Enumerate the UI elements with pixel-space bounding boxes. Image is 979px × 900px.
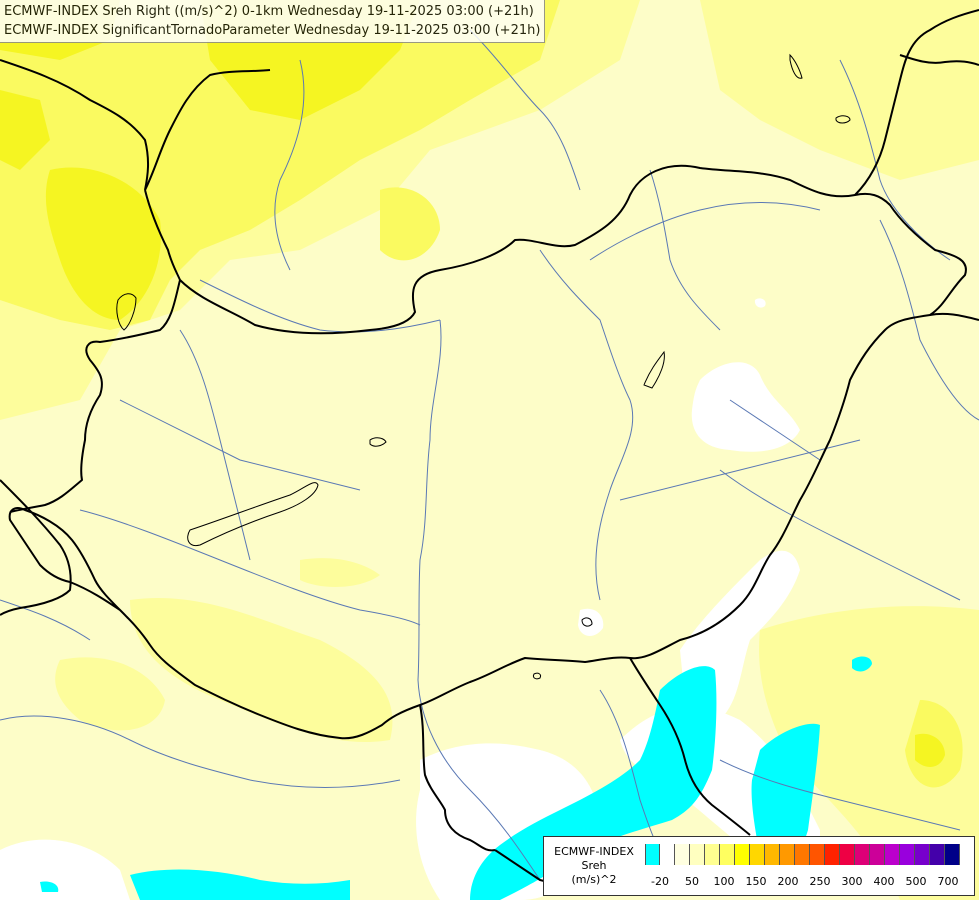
legend-swatch — [900, 844, 915, 865]
legend-swatch — [840, 844, 855, 865]
legend-swatch — [675, 844, 690, 865]
legend-title-unit: (m/s)^2 — [571, 873, 617, 886]
legend-swatch — [795, 844, 810, 865]
rivers — [0, 29, 979, 881]
legend-swatches — [645, 844, 960, 865]
legend-swatch — [870, 844, 885, 865]
title-line-stp: ECMWF-INDEX SignificantTornadoParameter … — [4, 23, 541, 38]
legend-tick-label: 50 — [685, 875, 699, 888]
legend-tick-label: 400 — [873, 875, 895, 888]
south-border-2 — [629, 657, 751, 836]
legend-swatch — [825, 844, 840, 865]
legend-swatch — [720, 844, 735, 865]
country-borders — [0, 9, 979, 896]
legend-swatch — [750, 844, 765, 865]
legend-swatch — [705, 844, 720, 865]
legend-tick-label: 100 — [713, 875, 735, 888]
northeast-border-2 — [899, 54, 979, 66]
title-line-sreh: ECMWF-INDEX Sreh Right ((m/s)^2) 0-1km W… — [4, 4, 534, 19]
north-border — [144, 189, 181, 281]
legend-tick-label: -20 — [651, 875, 669, 888]
legend-swatch — [885, 844, 900, 865]
legend-swatch — [930, 844, 945, 865]
southwest-border — [0, 479, 72, 616]
lakes — [116, 53, 851, 680]
legend-swatch — [915, 844, 930, 865]
legend-tick-label: 700 — [937, 875, 959, 888]
legend-title-variable: Sreh — [581, 859, 607, 872]
legend-swatch — [855, 844, 870, 865]
color-legend: ECMWF-INDEX Sreh (m/s)^2 -20 50 100 150 200 2… — [543, 836, 975, 896]
legend-swatch — [780, 844, 795, 865]
field-cyan-zones — [40, 656, 872, 900]
hungary-border — [8, 164, 967, 740]
legend-swatch — [645, 844, 660, 865]
legend-swatch — [735, 844, 750, 865]
legend-swatch — [690, 844, 705, 865]
legend-title-source: ECMWF-INDEX — [554, 845, 634, 858]
north-border-2 — [144, 69, 271, 191]
northeast-border — [854, 9, 979, 196]
west-border — [9, 279, 181, 513]
legend-swatch — [945, 844, 960, 865]
south-border — [419, 704, 496, 852]
map-title-box: ECMWF-INDEX Sreh Right ((m/s)^2) 0-1km W… — [0, 0, 546, 43]
legend-tick-label: 200 — [777, 875, 799, 888]
legend-tick-label: 250 — [809, 875, 831, 888]
legend-swatch — [765, 844, 780, 865]
legend-tick-label: 500 — [905, 875, 927, 888]
legend-ticks: -20 50 100 150 200 250 300 400 500 700 — [645, 875, 975, 889]
east-border — [929, 312, 979, 321]
west-top-border — [0, 59, 149, 191]
legend-swatch — [810, 844, 825, 865]
legend-title: ECMWF-INDEX Sreh (m/s)^2 — [546, 845, 642, 887]
legend-tick-label: 300 — [841, 875, 863, 888]
legend-swatch — [660, 844, 675, 865]
legend-tick-label: 150 — [745, 875, 767, 888]
